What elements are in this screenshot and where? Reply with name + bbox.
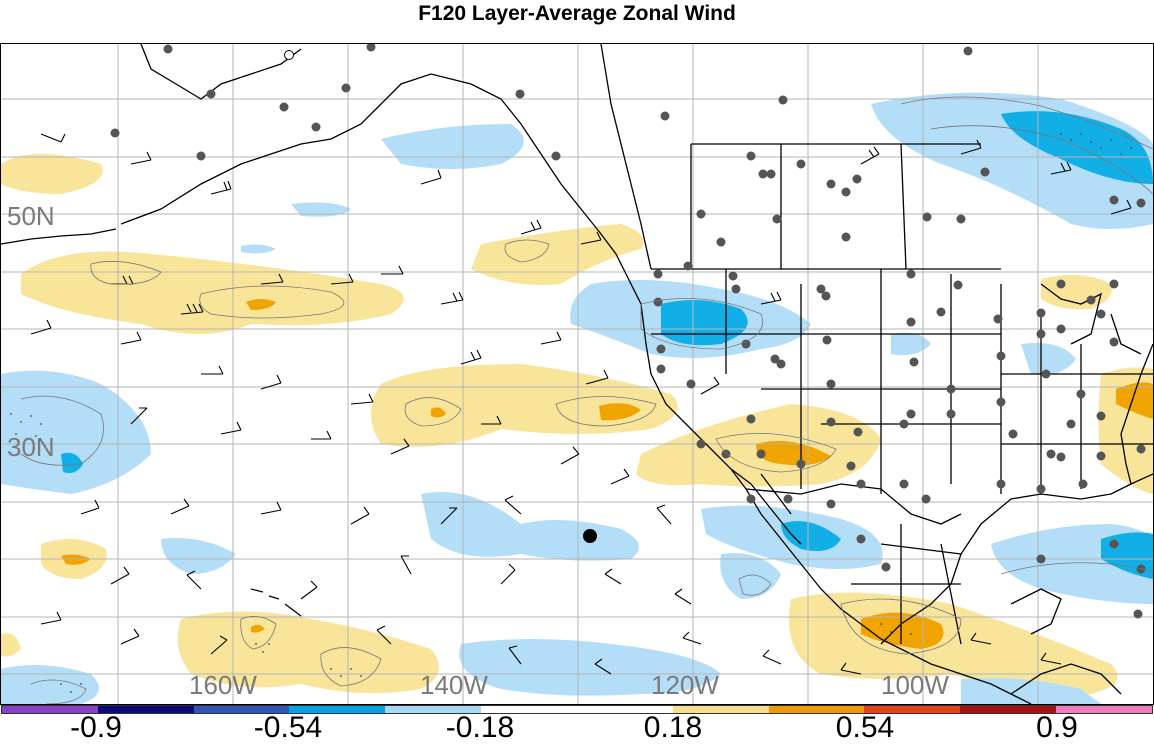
- shade-pos-w-aleutian: [1, 154, 103, 194]
- alaska-canada-border: [600, 44, 652, 270]
- colorbar-segment: [385, 706, 482, 713]
- shade-neg-plains: [891, 332, 931, 356]
- shade-pos-strong-6: [61, 554, 91, 565]
- colorbar-labels: -0.9 -0.54 -0.18 0.18 0.54 0.9: [0, 712, 1154, 743]
- baja-peninsula: [730, 468, 802, 545]
- shade-neg-n-pac-small: [291, 202, 351, 217]
- shade-neg-strong-5: [61, 452, 83, 473]
- canada-prov-3: [900, 143, 907, 270]
- shade-pos-n-pacific-band: [21, 251, 404, 334]
- colorbar-tick-label: 0.9: [1036, 711, 1078, 744]
- shade-pos-strong-3: [599, 403, 641, 421]
- shade-neg-ohio: [1021, 343, 1076, 375]
- colorbar-segment: [2, 706, 98, 713]
- central-america: [1010, 663, 1122, 695]
- shade-pos-sw-edge: [1, 633, 21, 657]
- hawaii-islands: [250, 588, 302, 617]
- station-dots: [110, 44, 1146, 619]
- contour-lines: [20, 96, 1153, 704]
- us-west-coast: [625, 273, 1032, 704]
- shade-neg-mid-pacific: [421, 492, 639, 561]
- colorbar-tick-label: -0.18: [445, 711, 515, 744]
- shade-neg-sw-corner: [1, 665, 99, 704]
- lat-lon-grid: [1, 44, 1153, 704]
- shade-neg-strong-3: [781, 521, 841, 552]
- open-circle-marker: [284, 50, 294, 60]
- shade-neg-w-pacific: [1, 370, 151, 494]
- shade-neg-alaska: [381, 124, 524, 169]
- east-coast: [1120, 343, 1153, 485]
- colorbar-segment: [768, 706, 865, 713]
- shade-neg-n-pac-small2: [241, 244, 276, 254]
- colorbar: [1, 705, 1153, 714]
- shade-pos-strong-4: [756, 440, 831, 466]
- shade-neg-se-corner: [961, 677, 1101, 704]
- colorbar-segment: [672, 706, 769, 713]
- colorbar-segment: [576, 706, 673, 713]
- lat-label-30n: 30N: [7, 432, 55, 462]
- colorbar-tick-label: 0.18: [643, 711, 703, 744]
- lon-label-140w: 140W: [420, 670, 488, 700]
- shade-neg-se-pacific: [459, 639, 721, 696]
- shade-neg-hawaii-w: [161, 538, 236, 574]
- colorbar-tick-label: -0.9: [70, 711, 122, 744]
- stipple-dots: [10, 133, 1132, 693]
- colorbar-segment: [289, 706, 386, 713]
- center-marker: [583, 529, 597, 543]
- shade-pos-strong-1: [246, 299, 276, 310]
- map-canvas: [1, 44, 1153, 704]
- coastlines-and-borders: [1, 44, 1153, 704]
- colorbar-segment: [193, 706, 290, 713]
- colorbar-segment: [1056, 706, 1152, 713]
- colorbar-segment: [864, 706, 961, 713]
- gulf-coast: [880, 473, 1153, 645]
- wind-barbs: [30, 133, 1132, 675]
- lat-label-50n: 50N: [7, 201, 55, 231]
- shade-pos-gulf-ak: [471, 224, 644, 285]
- lon-label-160w: 160W: [189, 670, 257, 700]
- aleutian-chain: [1, 228, 117, 245]
- shade-pos-strong-7: [251, 624, 265, 633]
- shade-pos-strong-2: [431, 407, 446, 418]
- alaska-coast: [120, 73, 627, 275]
- shade-neg-off-mexico: [720, 553, 781, 599]
- lon-label-120w: 120W: [651, 670, 719, 700]
- yucatan: [1010, 588, 1062, 635]
- colorbar-tick-label: -0.54: [253, 711, 323, 744]
- mexico-states: [851, 524, 962, 645]
- map-title: F120 Layer-Average Zonal Wind: [418, 2, 736, 25]
- states-east: [1001, 314, 1153, 494]
- colorbar-tick-label: 0.54: [835, 711, 895, 744]
- colorbar-segment: [481, 706, 577, 713]
- lon-label-100w: 100W: [881, 670, 949, 700]
- colorbar-segment: [97, 706, 194, 713]
- shade-pos-strong-8: [1116, 382, 1153, 419]
- map-panel[interactable]: 50N 30N 160W 140W 120W 100W: [0, 43, 1154, 705]
- colorbar-segment: [960, 706, 1057, 713]
